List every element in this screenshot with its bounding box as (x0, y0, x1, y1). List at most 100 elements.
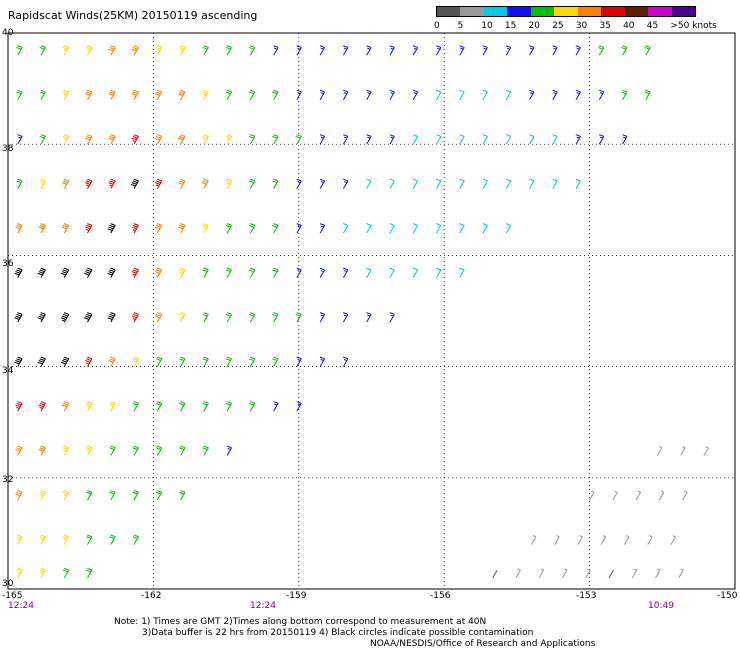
wind-barb (248, 356, 256, 367)
wind-barb (61, 401, 70, 412)
colorbar-label: 45 (646, 21, 659, 31)
wind-barb (272, 267, 279, 278)
time-label-middle: 12:24 (250, 601, 276, 611)
wind-barb (37, 356, 46, 367)
wind-barb (436, 223, 442, 234)
wind-barb (554, 535, 560, 545)
wind-barb (178, 134, 186, 145)
wind-barb (342, 89, 349, 100)
lat-label-34: 34 (2, 366, 14, 376)
wind-barb (482, 223, 488, 234)
wind-barb (178, 89, 186, 100)
wind-barb (670, 535, 676, 545)
wind-barb (201, 178, 209, 189)
lon-label-159: -159 (286, 591, 307, 601)
wind-barb (132, 490, 139, 501)
wind-barb (225, 178, 233, 189)
wind-barb (658, 490, 665, 501)
wind-barb (178, 223, 186, 234)
wind-barb (107, 312, 116, 323)
wind-barb (248, 89, 256, 100)
wind-barb (585, 568, 591, 579)
colorbar-swatch (671, 7, 695, 16)
wind-barb (529, 45, 535, 56)
wind-barb (389, 312, 395, 323)
footnote: Note: 1) Times are GMT 2)Times along bot… (114, 617, 595, 650)
wind-barb (155, 490, 163, 501)
colorbar-swatch (437, 7, 461, 16)
wind-barb (39, 45, 46, 56)
wind-barb (16, 89, 23, 100)
wind-barb (202, 89, 209, 100)
wind-barb (39, 89, 46, 100)
wind-barb (109, 534, 116, 545)
wind-barb (248, 401, 256, 412)
wind-barb (612, 490, 618, 501)
wind-barb (575, 45, 581, 56)
wind-barb (39, 534, 46, 545)
wind-barb (505, 89, 512, 100)
wind-barb (38, 223, 46, 234)
wind-barb (296, 223, 302, 234)
wind-barb (202, 356, 209, 367)
lon-label-150: -150 (717, 591, 738, 601)
wind-barb (84, 267, 93, 278)
colorbar-swatch (460, 7, 484, 16)
wind-barb (296, 356, 302, 367)
wind-barb (296, 178, 302, 189)
wind-barb (412, 178, 419, 189)
wind-barb (179, 45, 186, 56)
wind-barb (389, 134, 395, 145)
wind-barb (86, 401, 93, 412)
wind-barb (552, 134, 558, 145)
wind-barb (459, 45, 465, 56)
wind-barb (296, 89, 302, 100)
wind-barb (600, 535, 607, 545)
wind-barb (179, 445, 186, 456)
wind-barb (248, 223, 256, 234)
wind-barb (85, 223, 93, 234)
wind-barb (86, 490, 93, 501)
colorbar-label: 15 (504, 21, 517, 31)
wind-barb (131, 134, 139, 145)
wind-barb (225, 223, 233, 234)
wind-barb (647, 535, 653, 545)
wind-barb (60, 312, 70, 323)
wind-barb (657, 446, 663, 456)
wind-barb (62, 534, 70, 545)
wind-barb (319, 356, 326, 367)
wind-barb (296, 45, 302, 56)
wind-barb (644, 45, 651, 56)
wind-barb (62, 490, 70, 501)
wind-barb (38, 401, 46, 412)
wind-barb (61, 223, 70, 234)
wind-barb (202, 445, 209, 456)
wind-barb (703, 446, 709, 456)
wind-barb (61, 178, 70, 189)
wind-barb (85, 178, 93, 189)
colorbar-label: 35 (599, 21, 611, 31)
wind-barb (86, 45, 93, 56)
colorbar-swatch (624, 7, 649, 16)
lat-label-36: 36 (2, 259, 14, 269)
wind-barb (86, 534, 93, 545)
wind-barb (248, 178, 256, 189)
colorbar-swatch (554, 7, 578, 16)
wind-barb (225, 267, 233, 278)
wind-barb (225, 89, 233, 100)
wind-barb (154, 223, 163, 234)
wind-barb (84, 312, 93, 323)
wind-barb (272, 223, 279, 234)
wind-barb (202, 312, 209, 323)
wind-barb (598, 134, 605, 145)
wind-barb (108, 356, 116, 367)
wind-barbs (14, 45, 709, 579)
wind-barb (225, 401, 233, 412)
wind-barb (202, 401, 209, 412)
wind-speed-colorbar (436, 6, 696, 17)
wind-barb (505, 223, 512, 234)
wind-barb (295, 312, 302, 323)
wind-barb (179, 312, 186, 323)
wind-barb (319, 312, 326, 323)
wind-barb (552, 178, 558, 189)
